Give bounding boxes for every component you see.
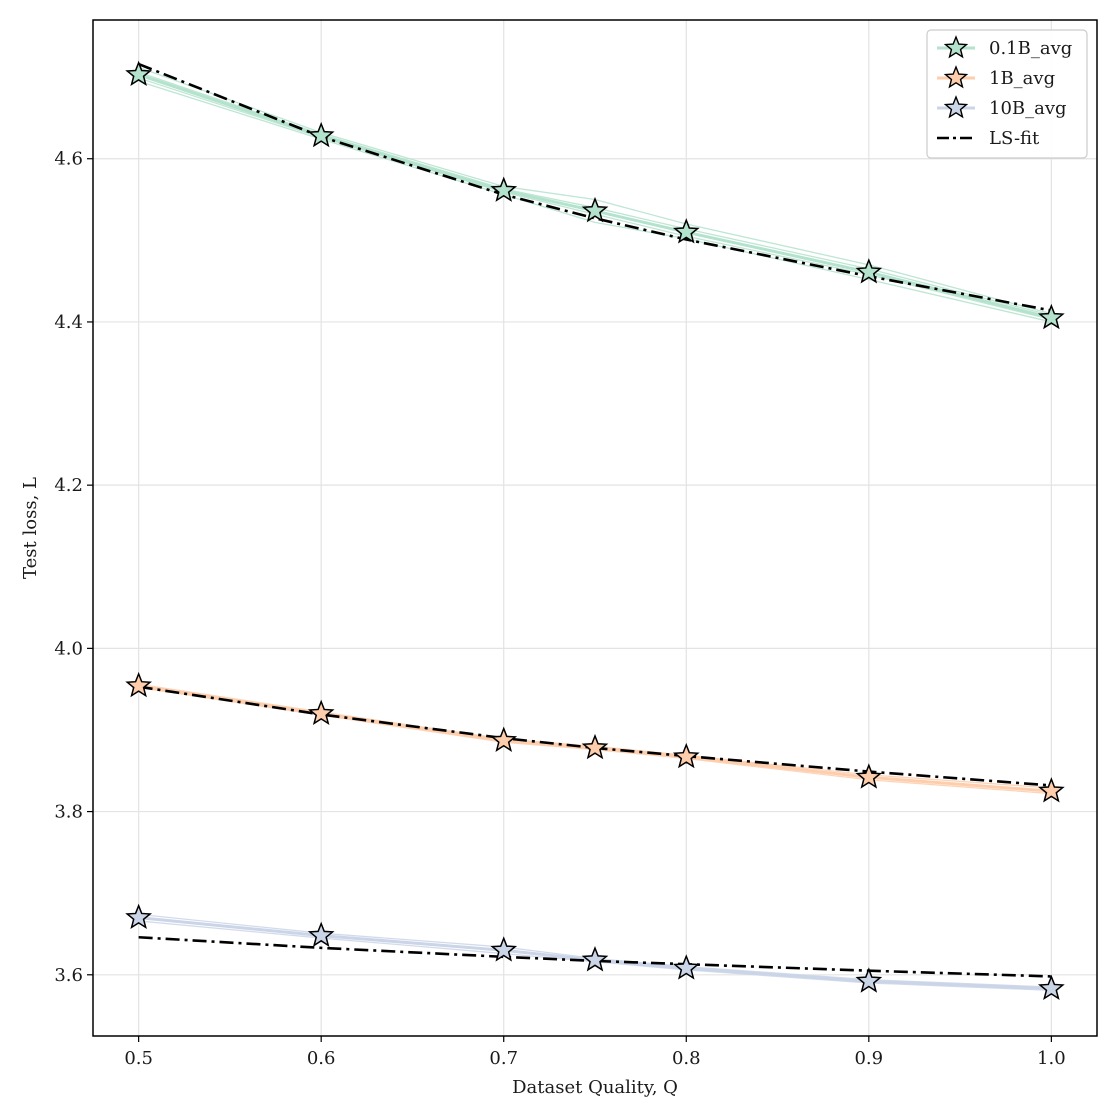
data-point-0-1b-avg xyxy=(672,218,700,244)
y-tick-label: 3.8 xyxy=(54,802,83,823)
data-point-0-1b-avg xyxy=(125,60,153,87)
x-tick-label: 0.8 xyxy=(672,1048,701,1069)
data-point-10b-avg xyxy=(125,903,153,930)
x-axis: 0.5 0.6 0.7 0.8 0.9 1.0 xyxy=(124,1036,1066,1069)
data-point-1b-avg xyxy=(1037,777,1065,803)
legend-marker-swatch xyxy=(943,65,969,89)
legend: 0.1B_avg 1B_avg 10B_avg LS-fit xyxy=(926,29,1088,159)
legend-label: 1B_avg xyxy=(989,68,1055,89)
x-axis-label: Dataset Quality, Q xyxy=(512,1077,678,1098)
plot-frame xyxy=(92,19,1098,1037)
legend-marker-swatch xyxy=(943,35,969,59)
data-point-1b-avg xyxy=(125,671,153,698)
markers xyxy=(125,60,1065,1001)
x-tick-label: 0.6 xyxy=(307,1048,336,1069)
data-point-0-1b-avg xyxy=(490,176,518,202)
y-tick-label: 4.6 xyxy=(54,149,83,170)
data-point-1b-avg xyxy=(490,726,518,752)
data-point-10b-avg xyxy=(1037,974,1065,1001)
y-axis-label: Test loss, L xyxy=(20,477,41,579)
y-axis: 3.6 3.8 4.0 4.2 4.4 4.6 xyxy=(54,149,93,986)
data-point-1b-avg xyxy=(855,763,883,789)
legend-label: 10B_avg xyxy=(989,98,1067,119)
legend-label: LS-fit xyxy=(989,128,1040,149)
legend-label: 0.1B_avg xyxy=(989,38,1072,59)
x-tick-label: 1.0 xyxy=(1037,1048,1066,1069)
data-point-0-1b-avg xyxy=(855,258,883,284)
data-point-0-1b-avg xyxy=(581,196,609,223)
y-tick-label: 4.4 xyxy=(54,312,83,333)
data-point-0-1b-avg xyxy=(307,121,335,148)
x-tick-label: 0.9 xyxy=(854,1048,883,1069)
legend-box xyxy=(926,29,1088,159)
data-point-10b-avg xyxy=(581,946,609,972)
x-tick-label: 0.5 xyxy=(124,1048,153,1069)
data-point-10b-avg xyxy=(672,954,700,980)
legend-marker-swatch xyxy=(943,95,969,119)
data-point-1b-avg xyxy=(672,742,700,769)
data-point-0-1b-avg xyxy=(1037,303,1065,330)
y-tick-label: 3.6 xyxy=(54,965,83,986)
data-point-1b-avg xyxy=(307,699,335,726)
data-point-1b-avg xyxy=(581,733,609,760)
data-point-10b-avg xyxy=(490,936,518,962)
y-tick-label: 4.2 xyxy=(54,475,83,496)
data-point-10b-avg xyxy=(307,921,335,947)
data-point-10b-avg xyxy=(855,967,883,993)
x-tick-label: 0.7 xyxy=(489,1048,518,1069)
y-tick-label: 4.0 xyxy=(54,638,83,659)
